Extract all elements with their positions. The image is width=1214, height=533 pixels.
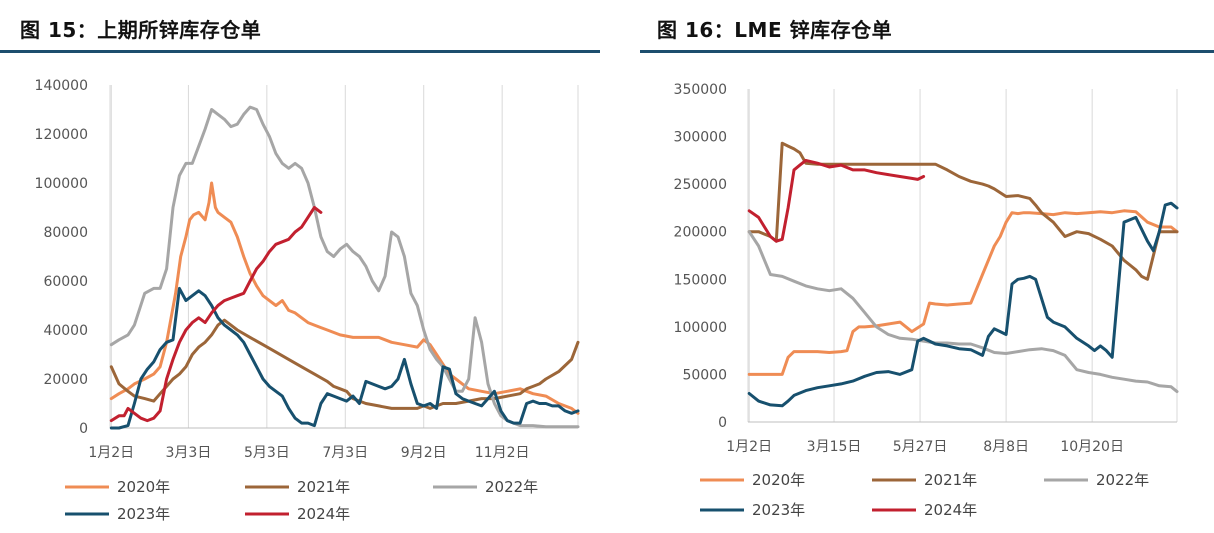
- y-tick-label: 40000: [43, 323, 88, 339]
- series-line-2020年: [109, 181, 580, 415]
- y-tick-label: 350000: [674, 82, 727, 98]
- legend-label: 2023年: [117, 505, 170, 523]
- y-tick-label: 80000: [43, 225, 88, 241]
- y-tick-label: 0: [79, 421, 88, 437]
- y-tick-label: 100000: [35, 176, 88, 192]
- legend-label: 2024年: [297, 505, 350, 523]
- figure-16-title-rule: [640, 50, 1214, 53]
- lme-zinc-chart: 0 50000 100000 150000 200000 250000 300000 3500…: [674, 82, 1179, 519]
- series-line-2024年: [109, 206, 323, 423]
- legend-label: 2022年: [485, 478, 538, 496]
- legend-label: 2020年: [752, 471, 805, 489]
- x-tick-label: 5月27日: [893, 439, 948, 455]
- x-tick-label: 5月3日: [244, 445, 290, 461]
- x-tick-label: 1月2日: [88, 445, 134, 461]
- y-tick-label: 200000: [674, 225, 727, 241]
- y-tick-label: 300000: [674, 130, 727, 146]
- series-line-2021年: [109, 318, 580, 410]
- x-tick-label: 11月2日: [475, 445, 530, 461]
- legend-label: 2024年: [924, 501, 977, 519]
- x-tick-label: 3月3日: [166, 445, 212, 461]
- figure-16-title: 图 16：LME 锌库存仓单: [657, 18, 893, 42]
- series-line-2023年: [109, 286, 580, 430]
- y-tick-label: 250000: [674, 177, 727, 193]
- x-tick-label: 3月15日: [807, 439, 862, 455]
- x-tick-label: 1月2日: [726, 439, 772, 455]
- legend-label: 2021年: [924, 471, 977, 489]
- y-tick-label: 60000: [43, 274, 88, 290]
- legend-label: 2022年: [1096, 471, 1149, 489]
- series-line-2020年: [747, 209, 1179, 376]
- series-line-2024年: [747, 158, 926, 243]
- y-tick-label: 50000: [682, 367, 727, 383]
- y-tick-label: 150000: [674, 272, 727, 288]
- series-line-2023年: [747, 201, 1179, 408]
- y-tick-label: 120000: [35, 127, 88, 143]
- x-tick-label: 9月2日: [401, 445, 447, 461]
- figure-15-title: 图 15：上期所锌库存仓单: [20, 18, 262, 42]
- x-tick-label: 10月20日: [1060, 439, 1124, 455]
- shfe-zinc-chart: 0 20000 40000 60000 80000 100000 120000 140000 1…: [35, 78, 580, 523]
- y-tick-label: 100000: [674, 320, 727, 336]
- legend-label: 2020年: [117, 478, 170, 496]
- legend-label: 2021年: [297, 478, 350, 496]
- x-tick-label: 7月3日: [322, 445, 368, 461]
- y-tick-label: 0: [718, 415, 727, 431]
- legend-label: 2023年: [752, 501, 805, 519]
- y-tick-label: 140000: [35, 78, 88, 94]
- y-tick-label: 20000: [43, 372, 88, 388]
- figure-15-title-rule: [0, 50, 600, 53]
- series-line-2022年: [109, 105, 580, 429]
- series-line-2022年: [747, 230, 1179, 394]
- x-tick-label: 8月8日: [983, 439, 1029, 455]
